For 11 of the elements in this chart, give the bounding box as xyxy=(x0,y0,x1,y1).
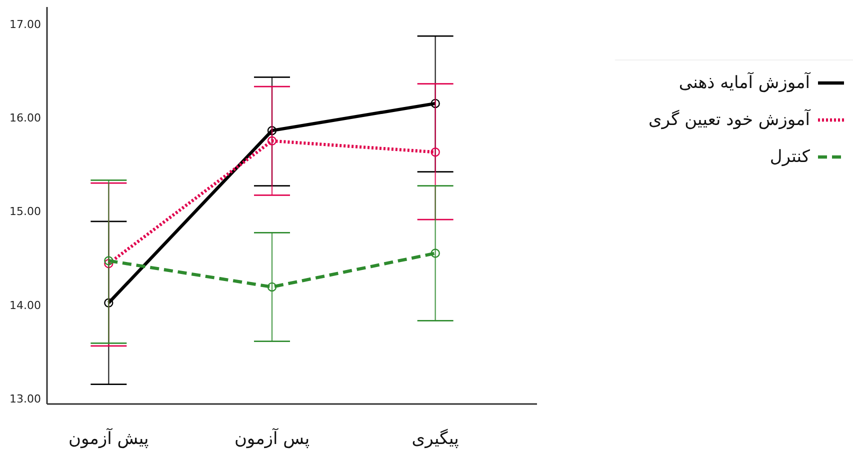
legend-label: کنترل xyxy=(770,147,810,167)
legend-label: آموزش خود تعیین گری xyxy=(648,110,810,130)
y-tick: 16.00 xyxy=(10,111,41,124)
y-tick: 17.00 xyxy=(10,18,41,31)
y-tick: 13.00 xyxy=(10,392,41,406)
x-tick: پس آزمون xyxy=(234,429,310,449)
x-tick: پیش آزمون xyxy=(68,429,149,449)
y-tick: 15.00 xyxy=(10,205,41,218)
y-tick: 14.00 xyxy=(10,298,41,312)
legend-label: آموزش آمایه ذهنی xyxy=(678,73,810,93)
x-tick: پیگیری xyxy=(412,429,459,449)
